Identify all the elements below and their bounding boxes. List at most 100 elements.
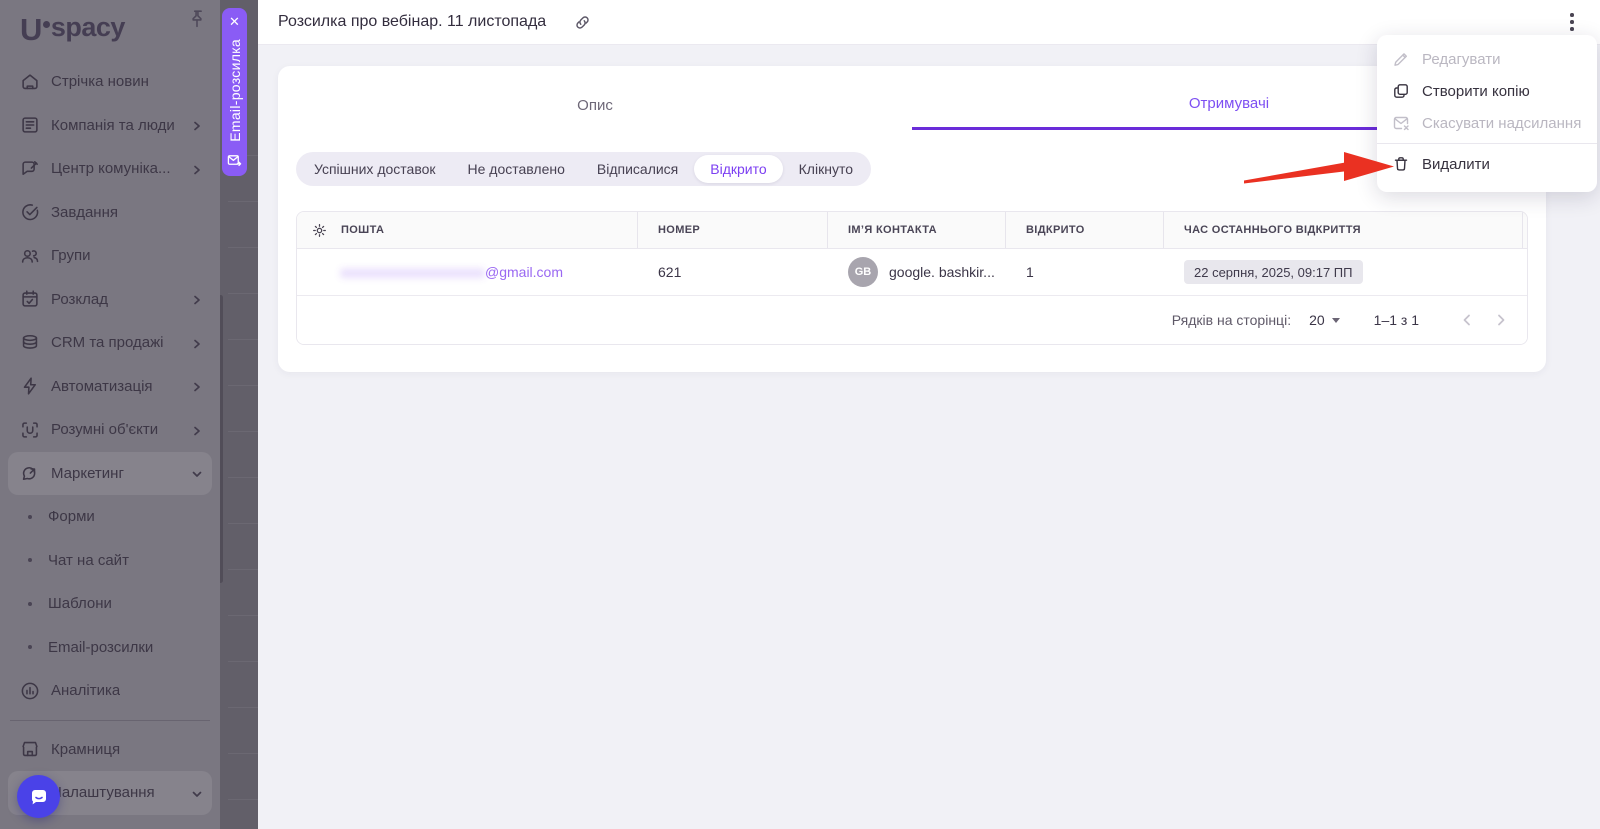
table-row[interactable]: xxxxxxxxxxxxxxxxxx@gmail.com 621 GB goog… xyxy=(297,249,1527,296)
bullet-icon xyxy=(28,558,32,563)
panel-header: Розсилка про вебінар. 11 листопада xyxy=(258,0,1600,45)
timestamp-badge: 22 серпня, 2025, 09:17 ПП xyxy=(1184,260,1363,284)
column-settings-button[interactable] xyxy=(297,212,341,248)
recipients-table: ПОШТА НОМЕР ІМ’Я КОНТАКТА ВІДКРИТО ЧАС О… xyxy=(296,211,1528,345)
chat-launcher-button[interactable] xyxy=(17,775,60,818)
sidebar-item-news-feed[interactable]: Стрічка новин xyxy=(0,60,220,104)
mail-cancel-icon xyxy=(1392,114,1410,132)
sidebar-item-forms[interactable]: Форми xyxy=(0,495,220,539)
dimmed-table-lines xyxy=(228,110,258,829)
close-icon[interactable]: ✕ xyxy=(229,14,240,29)
tab-description[interactable]: Опис xyxy=(577,96,613,114)
previous-page-button[interactable] xyxy=(1455,308,1479,332)
contact-cell: GB google. bashkir... xyxy=(827,249,1005,295)
sidebar-item-tasks[interactable]: Завдання xyxy=(0,191,220,235)
smart-objects-icon xyxy=(19,419,41,441)
page-title: Розсилка про вебінар. 11 листопада xyxy=(278,13,547,30)
chevron-right-icon xyxy=(191,380,203,392)
sidebar-item-crm-sales[interactable]: CRM та продажі xyxy=(0,321,220,365)
uspacy-logo[interactable]: U spacy xyxy=(20,12,125,48)
overlay-tab-label: Email-розсилка xyxy=(226,39,243,142)
menu-item-edit[interactable]: Редагувати xyxy=(1377,43,1597,75)
chevron-right-icon xyxy=(191,424,203,436)
pin-sidebar-icon[interactable] xyxy=(186,8,208,30)
sidebar-item-company-people[interactable]: Компанія та люди xyxy=(0,104,220,148)
sidebar-item-store[interactable]: Крамниця xyxy=(0,728,220,772)
email-campaign-overlay-tab[interactable]: ✕ Email-розсилка xyxy=(222,8,247,176)
sidebar-item-site-chat[interactable]: Чат на сайт xyxy=(0,539,220,583)
email-redacted: xxxxxxxxxxxxxxxxxx xyxy=(341,264,485,280)
logo-text: spacy xyxy=(50,12,126,42)
chip-clicked[interactable]: Клікнуто xyxy=(798,161,853,177)
page-range-label: 1–1 з 1 xyxy=(1373,312,1419,328)
menu-item-delete[interactable]: Видалити xyxy=(1377,144,1597,184)
chat-icon xyxy=(31,789,46,804)
context-menu: Редагувати Створити копію Скасувати надс… xyxy=(1377,35,1597,192)
bullet-icon xyxy=(28,514,32,519)
sidebar-item-analytics[interactable]: Аналітика xyxy=(0,669,220,713)
sidebar-item-schedule[interactable]: Розклад xyxy=(0,278,220,322)
company-icon xyxy=(19,114,41,136)
column-header-last-open-time[interactable]: ЧАС ОСТАННЬОГО ВІДКРИТТЯ xyxy=(1163,212,1523,248)
chip-unsubscribed[interactable]: Відписалися xyxy=(596,161,679,177)
campaign-panel: Розсилка про вебінар. 11 листопада Опис … xyxy=(258,0,1600,829)
scrollbar-thumb[interactable] xyxy=(218,295,223,583)
schedule-icon xyxy=(19,288,41,310)
analytics-icon xyxy=(19,680,41,702)
sidebar-item-email-campaigns[interactable]: Email-розсилки xyxy=(0,626,220,670)
sidebar-item-marketing[interactable]: Маркетинг xyxy=(8,451,212,495)
next-page-button[interactable] xyxy=(1489,308,1513,332)
sidebar-item-smart-objects[interactable]: Розумні об'єкти xyxy=(0,408,220,452)
filter-chip-group: Успішних доставок Не доставлено Відписал… xyxy=(296,152,871,186)
sidebar-item-communication-center[interactable]: Центр комуніка... xyxy=(0,147,220,191)
logo-dot xyxy=(42,21,50,28)
chevron-right-icon xyxy=(191,163,203,175)
column-header-number[interactable]: НОМЕР xyxy=(637,212,827,248)
sidebar-divider xyxy=(10,719,210,721)
sidebar-nav: Стрічка новин Компанія та люди Центр ком… xyxy=(0,60,220,815)
number-cell: 621 xyxy=(658,264,682,280)
logo-row: U spacy xyxy=(20,10,210,50)
table-header-row: ПОШТА НОМЕР ІМ’Я КОНТАКТА ВІДКРИТО ЧАС О… xyxy=(297,212,1527,249)
sidebar-item-templates[interactable]: Шаблони xyxy=(0,582,220,626)
last-open-cell: 22 серпня, 2025, 09:17 ПП xyxy=(1163,249,1523,295)
opened-cell: 1 xyxy=(1026,264,1034,280)
caret-down-icon xyxy=(1331,317,1340,323)
row-leading-cell xyxy=(297,249,341,295)
column-header-contact-name[interactable]: ІМ’Я КОНТАКТА xyxy=(827,212,1005,248)
copy-icon xyxy=(1392,82,1410,100)
tasks-icon xyxy=(19,201,41,223)
email-link[interactable]: xxxxxxxxxxxxxxxxxx@gmail.com xyxy=(341,264,563,280)
email-domain: @gmail.com xyxy=(485,264,564,280)
column-header-opened[interactable]: ВІДКРИТО xyxy=(1005,212,1163,248)
email-send-icon xyxy=(227,153,242,168)
sidebar-item-automation[interactable]: Автоматизація xyxy=(0,365,220,409)
store-icon xyxy=(19,738,41,760)
chevron-down-icon xyxy=(191,467,203,479)
rows-per-page-label: Рядків на сторінці: xyxy=(1171,312,1292,328)
sidebar: U spacy Стрічка новин Компанія та люди Ц… xyxy=(0,0,220,829)
tab-recipients[interactable]: Отримувачі xyxy=(912,66,1546,130)
menu-item-create-copy[interactable]: Створити копію xyxy=(1377,75,1597,107)
chip-opened[interactable]: Відкрито xyxy=(694,155,783,183)
crm-icon xyxy=(19,332,41,354)
kebab-menu-icon[interactable] xyxy=(1560,10,1584,34)
feed-icon xyxy=(19,71,41,93)
chip-successful-deliveries[interactable]: Успішних доставок xyxy=(314,161,436,177)
tab-bar: Опис Отримувачі xyxy=(278,66,1546,130)
chip-not-delivered[interactable]: Не доставлено xyxy=(467,161,565,177)
marketing-icon xyxy=(19,462,41,484)
automation-icon xyxy=(19,375,41,397)
pagination-bar: Рядків на сторінці: 20 1–1 з 1 xyxy=(297,296,1527,344)
rows-per-page-select[interactable]: 20 xyxy=(1309,312,1340,328)
copy-link-icon[interactable] xyxy=(573,13,592,32)
pencil-icon xyxy=(1392,50,1410,68)
email-cell: xxxxxxxxxxxxxxxxxx@gmail.com xyxy=(341,249,637,295)
menu-item-cancel-sending[interactable]: Скасувати надсилання xyxy=(1377,107,1597,139)
recipients-card: Опис Отримувачі Успішних доставок Не дос… xyxy=(278,66,1546,372)
column-header-email[interactable]: ПОШТА xyxy=(341,224,385,236)
sidebar-item-groups[interactable]: Групи xyxy=(0,234,220,278)
chevron-right-icon xyxy=(191,293,203,305)
bullet-icon xyxy=(28,601,32,606)
